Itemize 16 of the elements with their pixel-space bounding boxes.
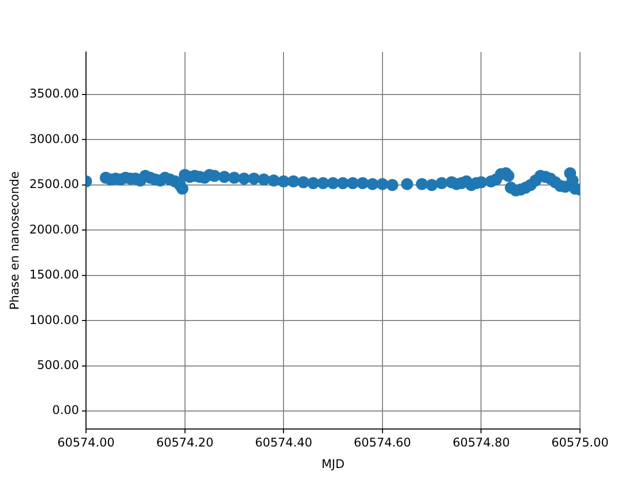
y-tick-label: 2000.00 [29, 222, 80, 236]
y-tick-label: 0.00 [52, 403, 80, 418]
x-tick-label: 60574.00 [57, 436, 115, 450]
y-tick-label: 1500.00 [29, 268, 80, 282]
x-tick-label: 60574.20 [156, 436, 214, 450]
y-axis-title: Phase en nanoseconde [7, 171, 22, 310]
x-tick-label: 60574.60 [354, 436, 412, 450]
y-tick-label: 3000.00 [29, 132, 80, 146]
x-tick-label: 60574.80 [452, 436, 510, 450]
x-tick-label: 60574.40 [254, 436, 312, 450]
y-tick-label: 3500.00 [29, 86, 80, 101]
y-tick-label: 2500.00 [29, 177, 80, 192]
x-axis-title: MJD [321, 456, 345, 471]
y-tick-label: 500.00 [37, 358, 80, 372]
y-tick-label: 1000.00 [29, 312, 80, 327]
x-tick-label: 60575.00 [551, 436, 609, 450]
